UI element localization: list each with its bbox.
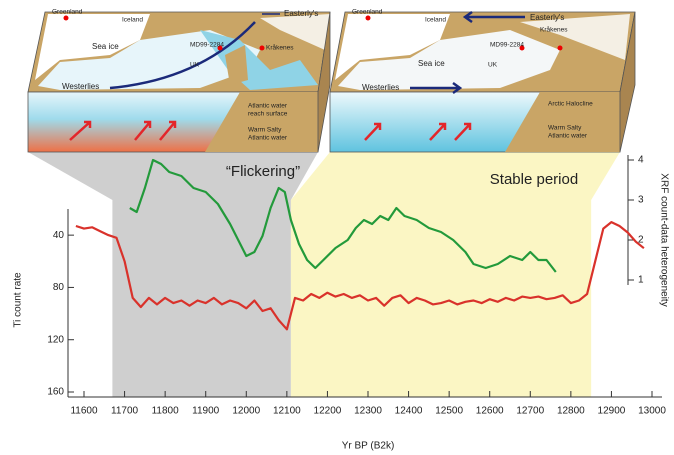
x-tick-label: 11700 <box>111 406 139 417</box>
y2-axis-title: XRF count-data heterogeneity <box>658 173 669 306</box>
site-dot <box>260 46 265 51</box>
x-tick-label: 12200 <box>314 406 342 417</box>
label: MD99-2284 <box>490 42 524 49</box>
x-tick-label: 12300 <box>354 406 382 417</box>
y-tick-label: 80 <box>53 282 65 293</box>
background-layer <box>28 152 620 397</box>
annotation: Stable period <box>490 171 578 188</box>
x-tick-label: 12100 <box>273 406 301 417</box>
y-tick-label: 120 <box>47 334 64 345</box>
label: Greenland <box>52 9 83 16</box>
diagram-left: Greenland Iceland Sea ice MD99-2284 UK K… <box>28 9 330 152</box>
label: Atlantic water <box>248 135 288 142</box>
label: Arctic Halocline <box>548 101 593 108</box>
y-tick-label: 40 <box>53 230 65 241</box>
label: Sea ice <box>92 42 119 51</box>
label: MD99-2284 <box>190 42 224 49</box>
figure: Greenland Iceland Sea ice MD99-2284 UK K… <box>0 0 674 455</box>
label: Sea ice <box>418 59 445 68</box>
label: Greenland <box>352 9 383 16</box>
x-axis-title: Yr BP (B2k) <box>342 441 395 452</box>
label: reach surface <box>248 111 288 118</box>
x-tick-label: 12400 <box>395 406 423 417</box>
label: Iceland <box>122 17 143 24</box>
label: Kråkenes <box>540 26 568 34</box>
x-tick-label: 12500 <box>435 406 463 417</box>
site-dot <box>64 16 69 21</box>
x-tick-label: 11900 <box>192 406 220 417</box>
y2-tick-label: 1 <box>638 275 644 286</box>
y2-tick-label: 4 <box>638 155 644 166</box>
x-tick-label: 12700 <box>516 406 544 417</box>
label: Atlantic water <box>248 103 288 110</box>
x-tick-label: 12600 <box>476 406 504 417</box>
y-tick-label: 160 <box>47 387 64 398</box>
label: Easterly's <box>530 13 564 22</box>
y-axis-title: Ti count rate <box>13 272 24 328</box>
label: Atlantic water <box>548 133 588 140</box>
x-tick-label: 12900 <box>598 406 626 417</box>
diagram-right: Greenland Iceland Sea ice MD99-2284 UK K… <box>330 9 635 152</box>
x-tick-label: 11600 <box>70 406 98 417</box>
label: Kråkenes <box>266 44 294 52</box>
label: Iceland <box>425 17 446 24</box>
label: Easterly's <box>284 9 318 18</box>
site-dot <box>558 46 563 51</box>
label: Westerlies <box>362 83 399 92</box>
x-tick-label: 12800 <box>557 406 585 417</box>
label: UK <box>488 62 498 69</box>
x-tick-label: 13000 <box>638 406 666 417</box>
y2-tick-label: 3 <box>638 195 644 206</box>
label: Westerlies <box>62 82 99 91</box>
label: UK <box>190 62 200 69</box>
label: Warm Salty <box>248 127 282 134</box>
x-tick-label: 11800 <box>152 406 180 417</box>
annotation: “Flickering” <box>226 163 300 180</box>
site-dot <box>366 16 371 21</box>
label: Warm Salty <box>548 125 582 132</box>
x-tick-label: 12000 <box>232 406 260 417</box>
